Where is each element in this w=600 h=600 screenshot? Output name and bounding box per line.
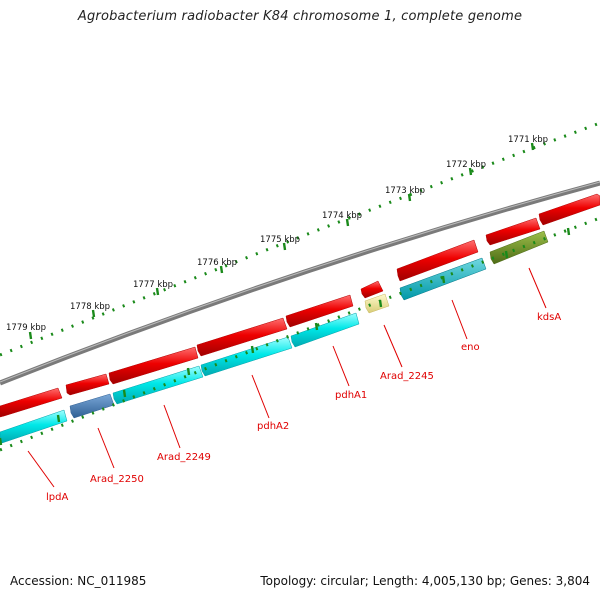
outer-major-tick xyxy=(91,309,96,318)
gene-eno-forward[interactable] xyxy=(396,239,479,282)
gene-Arad_2249-forward[interactable] xyxy=(108,346,199,385)
gene-label-kdsA[interactable]: kdsA xyxy=(537,312,561,323)
gene-label-pdhA1[interactable]: pdhA1 xyxy=(335,390,367,401)
inner-major-tick xyxy=(122,389,127,398)
gene-label-pdhA2[interactable]: pdhA2 xyxy=(257,421,289,432)
map-title: Agrobacterium radiobacter K84 chromosome… xyxy=(77,9,523,24)
outer-major-tick xyxy=(530,142,535,151)
gene-label-Arad_2249[interactable]: Arad_2249 xyxy=(157,452,211,463)
gene-label-Arad_2245[interactable]: Arad_2245 xyxy=(380,371,434,382)
ruler-label: 1778 kbp xyxy=(70,302,110,312)
leader-lpdA xyxy=(27,450,55,488)
outer-major-tick xyxy=(407,193,412,202)
leader-Arad_2245 xyxy=(383,324,403,368)
gene-Arad_2250-reverse[interactable] xyxy=(69,393,115,419)
label-leader-lines xyxy=(27,267,547,488)
ruler-label: 1775 kbp xyxy=(260,235,300,245)
genome-backbone xyxy=(0,180,600,386)
outer-major-tick xyxy=(28,331,33,340)
ruler-label: 1776 kbp xyxy=(197,258,237,268)
inner-major-ticks xyxy=(0,227,571,446)
inner-major-tick xyxy=(441,275,446,284)
inner-major-tick xyxy=(186,367,191,376)
gene-1771-forward[interactable] xyxy=(538,193,600,226)
ruler-label: 1773 kbp xyxy=(385,186,425,196)
outer-major-tick xyxy=(282,242,287,251)
gene-label-Arad_2250[interactable]: Arad_2250 xyxy=(90,474,144,485)
gene-lpdA-reverse[interactable] xyxy=(0,409,68,444)
gene-pdhA2-reverse[interactable] xyxy=(200,336,293,377)
gene-Arad_2245-forward[interactable] xyxy=(360,280,384,299)
inner-major-tick xyxy=(378,299,383,308)
gene-pdhA1-reverse[interactable] xyxy=(290,312,360,348)
ruler-labels: 1771 kbp 1772 kbp 1773 kbp 1774 kbp 1775 kbp… xyxy=(6,135,548,333)
leader-Arad_2249 xyxy=(163,404,181,449)
ruler-label: 1777 kbp xyxy=(133,280,173,290)
ruler-label: 1779 kbp xyxy=(6,323,46,333)
gene-label-eno[interactable]: eno xyxy=(461,342,480,353)
gene-pdhA2-forward[interactable] xyxy=(196,317,288,357)
outer-ruler-track: 1771 kbp 1772 kbp 1773 kbp 1774 kbp 1775 kbp… xyxy=(0,121,600,357)
inner-major-tick xyxy=(504,250,509,259)
ruler-label: 1772 kbp xyxy=(446,160,486,170)
genome-backbone-highlight xyxy=(0,181,600,383)
gene-lpdA-forward[interactable] xyxy=(0,387,63,418)
genome-stats-text: Topology: circular; Length: 4,005,130 bp… xyxy=(260,574,590,588)
leader-pdhA2 xyxy=(251,374,270,419)
ruler-label: 1771 kbp xyxy=(508,135,548,145)
leader-eno xyxy=(451,299,468,340)
inner-major-tick xyxy=(566,227,571,236)
gene-pdhA1-forward[interactable] xyxy=(285,294,354,328)
accession-text: Accession: NC_011985 xyxy=(10,574,147,588)
outer-major-tick xyxy=(219,265,224,274)
inner-major-tick xyxy=(314,322,319,331)
gene-Arad_2245-reverse[interactable] xyxy=(364,293,390,314)
outer-major-ticks xyxy=(28,142,535,340)
leader-kdsA xyxy=(528,267,547,309)
outer-major-tick xyxy=(155,287,160,296)
leader-pdhA1 xyxy=(332,345,350,387)
inner-major-tick xyxy=(56,414,61,423)
gene-Arad_2250-forward[interactable] xyxy=(65,373,110,396)
gene-label-lpdA[interactable]: lpdA xyxy=(46,492,68,503)
gene-kdsA-reverse[interactable] xyxy=(489,230,549,265)
ruler-label: 1774 kbp xyxy=(322,211,362,221)
leader-Arad_2250 xyxy=(97,427,115,469)
outer-major-tick xyxy=(468,167,473,176)
gene-Arad_2249-reverse[interactable] xyxy=(112,365,204,405)
inner-major-tick xyxy=(0,437,3,446)
inner-major-tick xyxy=(250,345,255,354)
outer-major-tick xyxy=(345,218,350,227)
gene-kdsA-forward[interactable] xyxy=(485,217,541,246)
forward-strand-genes xyxy=(0,193,600,418)
gene-label-group: kdsA eno Arad_2245 pdhA1 pdhA2 Arad_2249… xyxy=(46,312,561,503)
